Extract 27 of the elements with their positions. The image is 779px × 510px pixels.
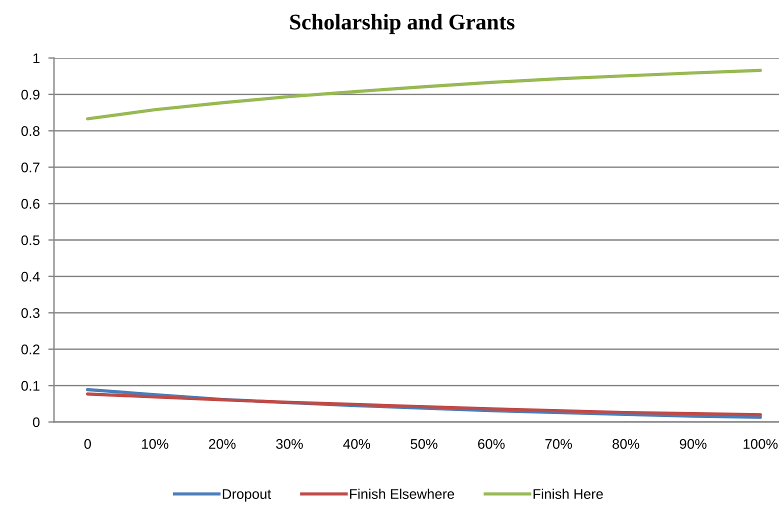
y-tick-label: 0.1 xyxy=(21,380,40,391)
x-tick-label: 30% xyxy=(276,439,303,449)
chart-title: Scholarship and Grants xyxy=(290,14,514,34)
y-tick-label: 0 xyxy=(32,417,40,428)
x-tick-label: 10% xyxy=(142,439,168,449)
y-tick-label: 0.7 xyxy=(21,162,40,172)
x-tick-label: 0 xyxy=(84,439,91,449)
y-tick-label: 0.4 xyxy=(21,272,40,282)
y-tick-label: 0.5 xyxy=(21,235,40,246)
y-tick-label: 0.8 xyxy=(21,126,40,136)
y-tick-label: 1 xyxy=(33,53,40,64)
y-tick-label: 0.2 xyxy=(21,344,40,354)
x-tick-label: 100% xyxy=(744,439,778,449)
x-tick-label: 90% xyxy=(680,439,706,449)
x-tick-label: 20% xyxy=(208,439,236,449)
y-tick-label: 0.6 xyxy=(21,198,40,209)
legend-label: Finish Here xyxy=(534,488,603,499)
x-tick-label: 60% xyxy=(478,439,505,449)
y-tick-label: 0.3 xyxy=(21,308,40,318)
legend-label: Finish Elsewhere xyxy=(350,488,454,499)
legend-label: Dropout xyxy=(222,489,272,502)
x-tick-label: 70% xyxy=(545,439,572,449)
x-tick-label: 80% xyxy=(612,439,640,449)
line-series xyxy=(86,68,762,120)
y-tick-label: 0.9 xyxy=(21,90,40,100)
x-tick-label: 40% xyxy=(343,439,370,449)
x-tick-label: 50% xyxy=(410,439,438,449)
